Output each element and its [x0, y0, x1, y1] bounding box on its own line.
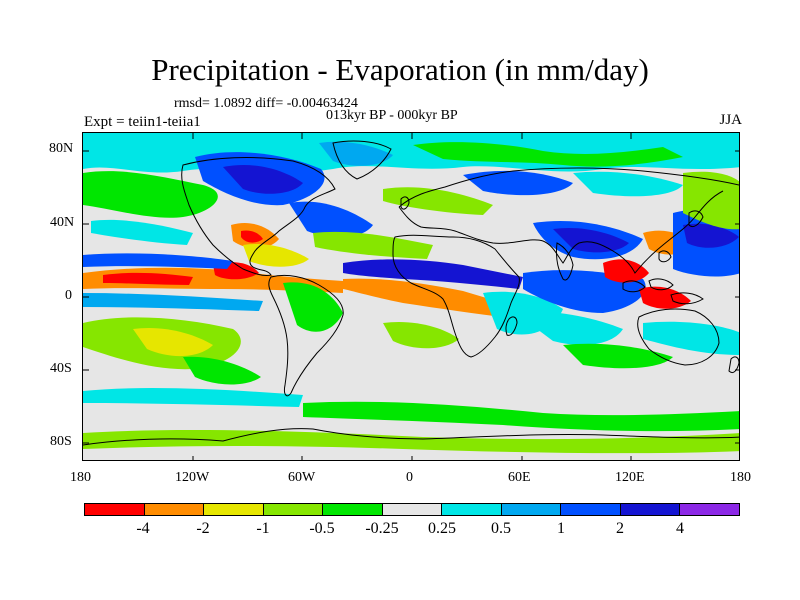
stats-text: rmsd= 1.0892 diff= -0.00463424 — [174, 96, 358, 111]
field-samerica-green — [283, 282, 343, 332]
field-mexico-yellow — [243, 243, 309, 267]
coast-uk — [400, 196, 410, 210]
label-bar-box — [85, 504, 145, 515]
field-wpac-navy — [683, 223, 739, 248]
label-bar-box — [323, 504, 383, 515]
label-bar-box — [263, 504, 324, 515]
label-bar-box — [501, 504, 562, 515]
coast-india — [556, 242, 574, 281]
map-frame — [82, 132, 740, 461]
field-atl-orange — [343, 278, 523, 319]
lon-tick-label: 0 — [406, 470, 413, 485]
anomaly-fields — [83, 133, 739, 454]
field-npacific-cyan — [91, 219, 193, 245]
field-mc-red — [603, 259, 649, 283]
label-bar-label: -4 — [136, 520, 150, 537]
coast-africa — [392, 234, 520, 358]
coast-new-zealand — [728, 356, 739, 374]
label-bar-box — [620, 504, 681, 515]
coast-south-america — [268, 274, 344, 397]
lat-tick-label: 40S — [50, 361, 72, 376]
lon-tick-label: 180 — [730, 470, 751, 485]
field-npacific-green — [83, 171, 218, 218]
field-eurasia-green — [383, 187, 493, 215]
label-bar-label: -0.5 — [309, 520, 335, 537]
field-siberia-cyan — [573, 171, 683, 197]
map-svg — [83, 133, 739, 460]
field-siberia-blue — [463, 170, 573, 196]
coast-australia — [637, 308, 720, 366]
label-bar-label: 0.25 — [428, 520, 456, 537]
experiment-text: Expt = teiin1-teiia1 — [84, 114, 201, 130]
field-so-cyan — [83, 388, 303, 407]
axis-ticks — [83, 133, 739, 460]
lat-tick-label: 0 — [65, 288, 72, 303]
field-itcz-red — [103, 272, 193, 285]
label-bar-label: 1 — [557, 520, 565, 537]
plot-title: Precipitation - Evaporation (in mm/day) — [151, 52, 649, 87]
label-bar-box — [382, 504, 443, 515]
field-greenland-cyan — [319, 141, 393, 166]
coast-eurasia — [398, 167, 739, 274]
period-text: 013kyr BP - 000kyr BP — [326, 108, 458, 123]
label-bar-box — [144, 504, 205, 515]
coast-greenland — [332, 140, 392, 180]
field-wpac-cyan — [643, 321, 739, 355]
field-sepac-green-2 — [183, 356, 261, 385]
lon-tick-label: 60E — [508, 470, 531, 485]
label-bar-label: 0.5 — [491, 520, 511, 537]
field-io-cyan — [513, 310, 623, 345]
field-atl-itcz-blue — [343, 259, 523, 289]
lon-tick-label: 120W — [175, 470, 210, 485]
season-text: JJA — [719, 112, 742, 128]
coast-japan — [688, 210, 704, 228]
field-itcz-blue-2 — [83, 293, 263, 311]
coast-north-america — [181, 157, 336, 276]
field-gulf-red — [241, 230, 263, 243]
label-bar-label: -2 — [196, 520, 210, 537]
field-antarctic-green — [83, 430, 739, 454]
label-bar-label: -0.25 — [365, 520, 399, 537]
coast-antarctica — [83, 428, 739, 446]
field-india-navy — [553, 227, 629, 253]
label-bar-box — [561, 504, 621, 515]
lon-tick-label: 60W — [288, 470, 316, 485]
field-itcz-blue — [83, 253, 233, 269]
field-so-green — [303, 401, 739, 432]
coastlines — [83, 140, 739, 446]
label-bar-label: 2 — [616, 520, 624, 537]
lon-tick-label: 120E — [615, 470, 645, 485]
label-bar-box — [204, 504, 264, 515]
field-natl-blue — [289, 201, 373, 238]
field-arctic-green — [413, 142, 683, 167]
label-bar — [84, 503, 740, 516]
label-bar-label: 4 — [676, 520, 684, 537]
label-bar-box — [680, 504, 740, 515]
label-bar-label: -1 — [256, 520, 270, 537]
coast-madagascar — [505, 316, 518, 336]
lat-tick-label: 40N — [50, 215, 75, 230]
coast-maritime — [622, 250, 704, 305]
field-natl-green — [313, 231, 433, 259]
field-sepac-yellow — [133, 327, 213, 357]
lon-tick-label: 180 — [70, 470, 91, 485]
field-sio-green — [563, 343, 673, 369]
label-bar-box — [442, 504, 502, 515]
lat-tick-label: 80S — [50, 434, 72, 449]
field-canada-navy — [223, 164, 303, 194]
lat-tick-label: 80N — [49, 141, 74, 156]
field-satl-green — [383, 321, 459, 349]
